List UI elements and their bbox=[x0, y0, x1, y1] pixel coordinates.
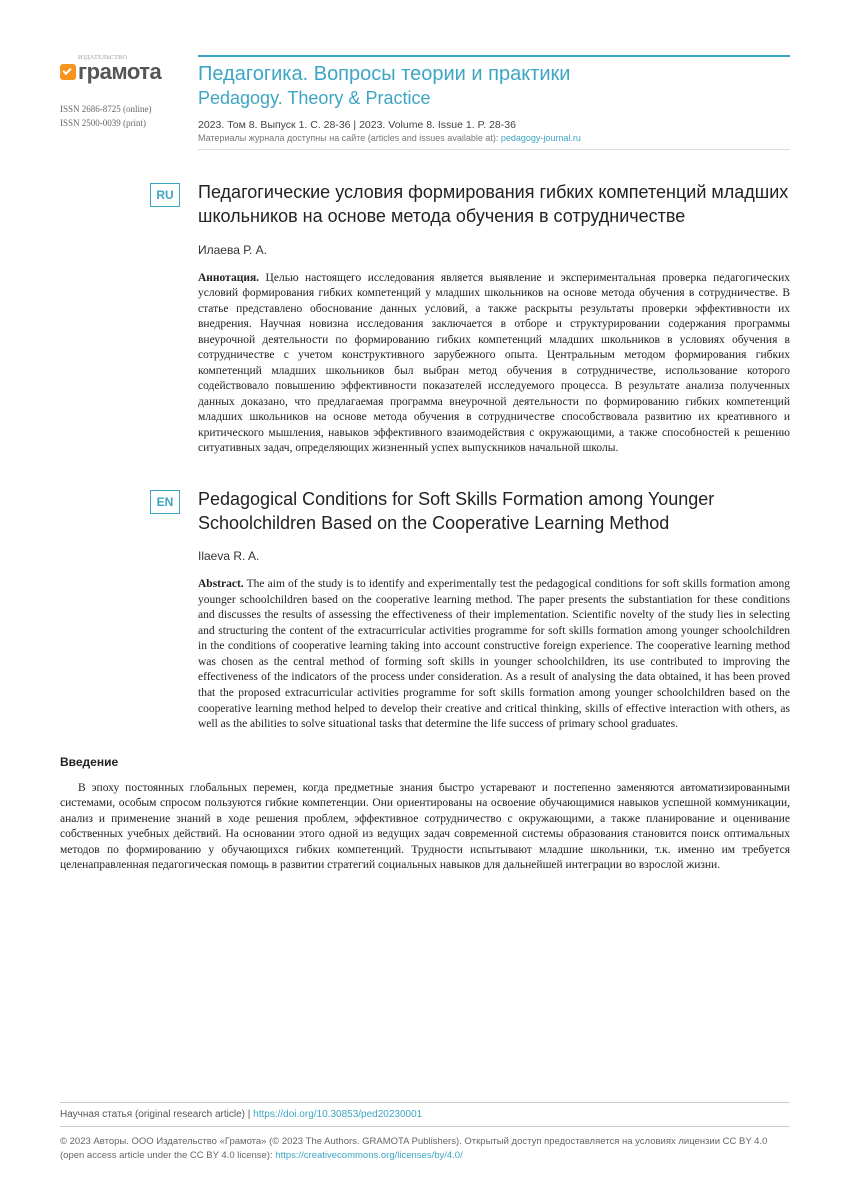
journal-header: ИЗДАТЕЛЬСТВО грамота ISSN 2686-8725 (onl… bbox=[60, 55, 790, 150]
publisher-logo: грамота bbox=[60, 59, 180, 85]
author-en: Ilaeva R. A. bbox=[198, 549, 790, 563]
abstract-label-ru: Аннотация. bbox=[198, 272, 259, 284]
page-footer: Научная статья (original research articl… bbox=[60, 1102, 790, 1162]
article-title-ru: Педагогические условия формирования гибк… bbox=[198, 180, 790, 229]
availability-line: Материалы журнала доступны на сайте (art… bbox=[198, 133, 790, 143]
abstract-text-en: The aim of the study is to identify and … bbox=[198, 578, 790, 730]
issn-online: ISSN 2686-8725 (online) bbox=[60, 103, 180, 117]
article-type-doi-row: Научная статья (original research articl… bbox=[60, 1102, 790, 1127]
check-icon bbox=[60, 64, 76, 80]
article-title-en: Pedagogical Conditions for Soft Skills F… bbox=[198, 487, 790, 536]
intro-paragraph: В эпоху постоянных глобальных перемен, к… bbox=[60, 781, 790, 874]
abstract-label-en: Abstract. bbox=[198, 578, 244, 590]
lang-badge-ru: RU bbox=[150, 183, 180, 207]
journal-title-column: Педагогика. Вопросы теории и практики Pe… bbox=[198, 55, 790, 150]
article-ru-block: RU Педагогические условия формирования г… bbox=[60, 180, 790, 457]
doi-link[interactable]: https://doi.org/10.30853/ped20230001 bbox=[253, 1109, 422, 1120]
issn-block: ISSN 2686-8725 (online) ISSN 2500-0039 (… bbox=[60, 103, 180, 130]
author-ru: Илаева Р. А. bbox=[198, 243, 790, 257]
abstract-text-ru: Целью настоящего исследования является в… bbox=[198, 272, 790, 455]
abstract-ru: Аннотация. Целью настоящего исследования… bbox=[198, 271, 790, 457]
header-divider bbox=[198, 149, 790, 150]
logo-column: ИЗДАТЕЛЬСТВО грамота ISSN 2686-8725 (onl… bbox=[60, 55, 180, 150]
journal-title-ru: Педагогика. Вопросы теории и практики bbox=[198, 63, 790, 86]
section-heading-intro: Введение bbox=[60, 755, 790, 769]
journal-link[interactable]: pedagogy-journal.ru bbox=[501, 133, 581, 143]
copyright-line: © 2023 Авторы. ООО Издательство «Грамота… bbox=[60, 1135, 790, 1162]
cc-license-link[interactable]: https://creativecommons.org/licenses/by/… bbox=[275, 1150, 462, 1161]
availability-text: Материалы журнала доступны на сайте (art… bbox=[198, 133, 501, 143]
volume-issue: 2023. Том 8. Выпуск 1. С. 28-36 | 2023. … bbox=[198, 119, 790, 131]
publisher-name: грамота bbox=[78, 59, 161, 85]
article-en-block: EN Pedagogical Conditions for Soft Skill… bbox=[60, 487, 790, 733]
abstract-en: Abstract. The aim of the study is to ide… bbox=[198, 577, 790, 732]
issn-print: ISSN 2500-0039 (print) bbox=[60, 117, 180, 131]
journal-title-en: Pedagogy. Theory & Practice bbox=[198, 88, 790, 109]
lang-badge-en: EN bbox=[150, 490, 180, 514]
article-type: Научная статья (original research articl… bbox=[60, 1109, 245, 1120]
